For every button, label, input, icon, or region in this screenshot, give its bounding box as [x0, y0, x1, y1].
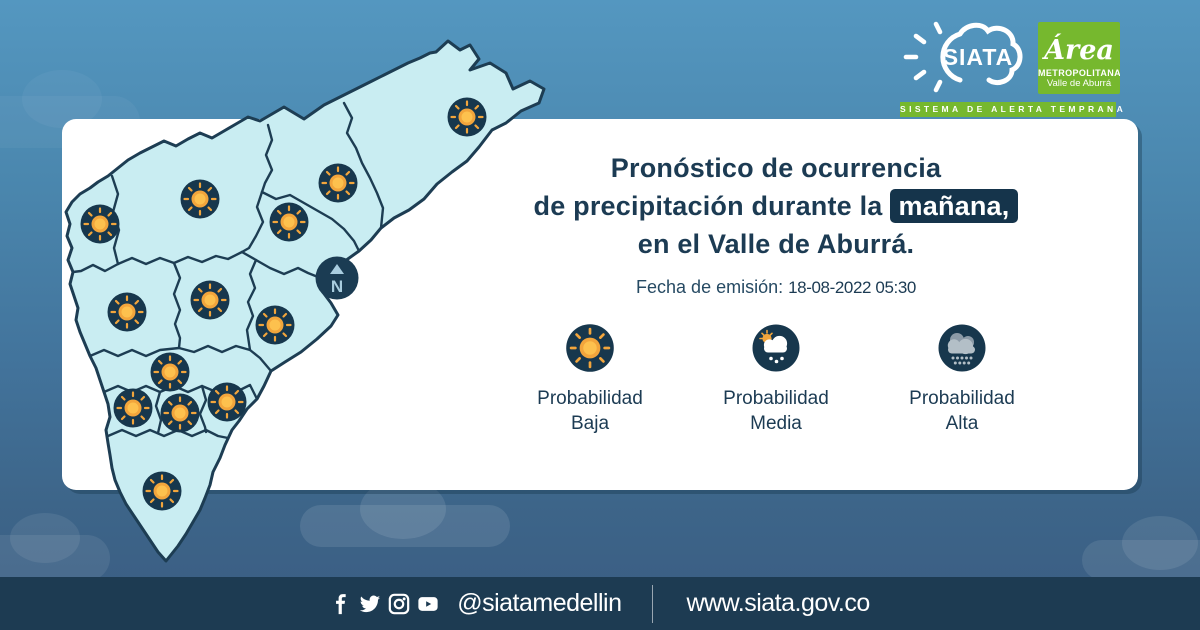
website-link[interactable]: www.siata.gov.co — [686, 589, 871, 617]
sun-cloud-rain-icon — [752, 324, 800, 372]
emission-date-value: 18-08-2022 05:30 — [788, 278, 916, 297]
social-handle[interactable]: @siatamedellin — [457, 589, 622, 617]
siata-logo-text: SIATA — [943, 44, 1014, 70]
municipality-forecast-marker — [149, 351, 191, 393]
footer-bar: @siatamedellin www.siata.gov.co — [0, 577, 1200, 630]
municipality-forecast-marker — [189, 279, 231, 321]
legend-item-media: Probabilidad Media — [683, 324, 869, 436]
footer-divider — [651, 584, 653, 623]
title-line1: Pronóstico de ocurrencia — [610, 153, 942, 183]
municipality-forecast-marker — [254, 304, 296, 346]
municipality-forecast-marker — [141, 470, 183, 512]
title-line3: en el Valle de Aburrá. — [637, 229, 915, 259]
background-cloud — [0, 513, 110, 581]
sistema-alerta-temprana-banner: SISTEMA DE ALERTA TEMPRANA — [900, 102, 1123, 117]
emission-date-label: Fecha de emisión: — [636, 277, 784, 297]
legend-baja-line1: Probabilidad — [537, 388, 643, 409]
sun-icon — [564, 322, 616, 374]
municipality-forecast-marker — [159, 392, 201, 434]
compass-north-label: N — [331, 277, 343, 296]
title-highlight-manana: mañana, — [889, 189, 1019, 223]
municipality-forecast-marker — [268, 201, 310, 243]
youtube-icon[interactable] — [417, 593, 439, 615]
municipality-forecast-marker — [317, 162, 359, 204]
legend-item-baja: Probabilidad Baja — [497, 322, 683, 436]
instagram-icon[interactable] — [388, 593, 410, 615]
legend-alta-line1: Probabilidad — [909, 388, 1015, 409]
background-cloud — [1082, 516, 1200, 580]
probability-legend: Probabilidad Baja — [420, 322, 1132, 436]
amva-logo-line3: Valle de Aburrá — [1046, 78, 1112, 89]
twitter-icon[interactable] — [359, 593, 381, 615]
sun-cloud-outline-icon — [940, 22, 1023, 86]
emission-date-row: Fecha de emisión: 18-08-2022 05:30 — [420, 277, 1132, 298]
rain-cloud-icon — [938, 324, 986, 372]
area-metropolitana-logo: Área METROPOLITANA Valle de Aburrá — [1038, 22, 1120, 94]
municipality-forecast-marker — [206, 381, 248, 423]
title-line2: de precipitación durante la — [533, 191, 883, 221]
municipality-forecast-marker — [179, 178, 221, 220]
municipality-forecast-marker — [446, 96, 488, 138]
amva-logo-line2: METROPOLITANA — [1038, 68, 1120, 78]
sun-rays-icon — [903, 21, 943, 93]
forecast-title: Pronóstico de ocurrencia de precipitació… — [420, 149, 1132, 263]
municipality-forecast-marker — [106, 291, 148, 333]
municipality-forecast-marker — [79, 203, 121, 245]
forecast-map: N — [64, 39, 546, 563]
legend-baja-line2: Baja — [570, 413, 610, 434]
legend-alta-line2: Alta — [945, 413, 979, 434]
social-links — [330, 593, 439, 615]
legend-item-alta: Probabilidad Alta — [869, 324, 1055, 436]
legend-media-line1: Probabilidad — [723, 388, 829, 409]
brand-header: SIATA Área METROPOLITANA Valle de Aburrá… — [900, 16, 1123, 117]
municipality-forecast-marker — [112, 387, 154, 429]
amva-logo-script: Área — [1044, 35, 1114, 66]
north-compass-icon: N — [315, 256, 359, 300]
siata-logo: SIATA — [903, 21, 1023, 93]
facebook-icon[interactable] — [330, 593, 352, 615]
legend-media-line2: Media — [750, 413, 802, 434]
